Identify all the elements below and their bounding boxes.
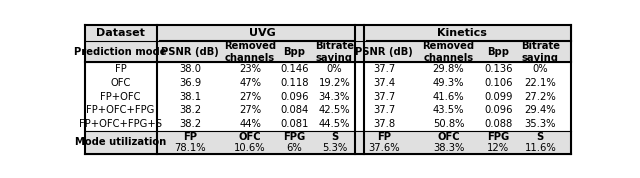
Text: FPG: FPG [487, 132, 509, 142]
Text: PSNR (dB): PSNR (dB) [355, 47, 413, 57]
Text: 38.1: 38.1 [179, 92, 201, 102]
Text: 38.3%: 38.3% [433, 143, 464, 153]
Text: 37.7: 37.7 [373, 92, 395, 102]
Text: 0%: 0% [326, 64, 342, 74]
Text: Removed
channels: Removed channels [224, 41, 276, 63]
Text: 37.7: 37.7 [373, 105, 395, 116]
Text: OFC: OFC [437, 132, 460, 142]
Text: 43.5%: 43.5% [433, 105, 464, 116]
Text: Bitrate
saving: Bitrate saving [521, 41, 560, 63]
Text: FP: FP [115, 64, 127, 74]
Text: 0.106: 0.106 [484, 78, 513, 88]
Text: 5.3%: 5.3% [322, 143, 347, 153]
Text: 78.1%: 78.1% [174, 143, 206, 153]
Text: 19.2%: 19.2% [319, 78, 350, 88]
Text: 12%: 12% [487, 143, 509, 153]
Text: FP: FP [377, 132, 391, 142]
Text: 37.4: 37.4 [373, 78, 395, 88]
Text: 0.146: 0.146 [280, 64, 308, 74]
Text: 27%: 27% [239, 92, 261, 102]
Text: Bpp: Bpp [487, 47, 509, 57]
Text: FP: FP [183, 132, 197, 142]
Text: 44%: 44% [239, 119, 261, 129]
Text: FP+OFC+FPG: FP+OFC+FPG [86, 105, 155, 116]
Text: OFC: OFC [239, 132, 262, 142]
Text: FP+OFC+FPG+S: FP+OFC+FPG+S [79, 119, 162, 129]
Text: 47%: 47% [239, 78, 261, 88]
Text: 0.096: 0.096 [280, 92, 308, 102]
Bar [85, 25, 571, 41]
Text: 0.096: 0.096 [484, 105, 513, 116]
Text: Dataset: Dataset [96, 28, 145, 38]
Text: 36.9: 36.9 [179, 78, 201, 88]
Text: 0%: 0% [532, 64, 548, 74]
Text: 27.2%: 27.2% [524, 92, 556, 102]
Text: 22.1%: 22.1% [524, 78, 556, 88]
Text: 49.3%: 49.3% [433, 78, 464, 88]
Text: 37.8: 37.8 [373, 119, 395, 129]
Text: OFC: OFC [111, 78, 131, 88]
Text: 37.7: 37.7 [373, 64, 395, 74]
Text: 34.3%: 34.3% [319, 92, 350, 102]
Text: FPG: FPG [283, 132, 305, 142]
Text: Bitrate
saving: Bitrate saving [315, 41, 354, 63]
Text: 23%: 23% [239, 64, 261, 74]
Text: 27%: 27% [239, 105, 261, 116]
Text: 50.8%: 50.8% [433, 119, 464, 129]
Bar [85, 131, 571, 154]
Text: 44.5%: 44.5% [319, 119, 350, 129]
Text: 6%: 6% [286, 143, 302, 153]
Text: Mode utilization: Mode utilization [75, 137, 166, 147]
Text: 0.118: 0.118 [280, 78, 308, 88]
Text: 0.088: 0.088 [484, 119, 512, 129]
Text: 0.084: 0.084 [280, 105, 308, 116]
Text: 29.8%: 29.8% [433, 64, 465, 74]
Bar [85, 41, 571, 62]
Text: FP+OFC: FP+OFC [100, 92, 141, 102]
Text: Kinetics: Kinetics [437, 28, 487, 38]
Text: PSNR (dB): PSNR (dB) [161, 47, 219, 57]
Text: 10.6%: 10.6% [234, 143, 266, 153]
Text: S: S [331, 132, 338, 142]
Text: 0.099: 0.099 [484, 92, 513, 102]
Text: Bpp: Bpp [284, 47, 305, 57]
Text: 42.5%: 42.5% [319, 105, 350, 116]
Text: Removed
channels: Removed channels [422, 41, 475, 63]
Text: 35.3%: 35.3% [525, 119, 556, 129]
Text: 38.2: 38.2 [179, 119, 201, 129]
Text: Prediction mode: Prediction mode [74, 47, 167, 57]
Text: 0.081: 0.081 [280, 119, 308, 129]
Text: 38.0: 38.0 [179, 64, 201, 74]
Text: 29.4%: 29.4% [524, 105, 556, 116]
Text: S: S [537, 132, 544, 142]
Text: 41.6%: 41.6% [433, 92, 465, 102]
Text: 38.2: 38.2 [179, 105, 201, 116]
Text: 0.136: 0.136 [484, 64, 513, 74]
Text: 11.6%: 11.6% [524, 143, 556, 153]
Text: UVG: UVG [249, 28, 276, 38]
Text: 37.6%: 37.6% [368, 143, 400, 153]
